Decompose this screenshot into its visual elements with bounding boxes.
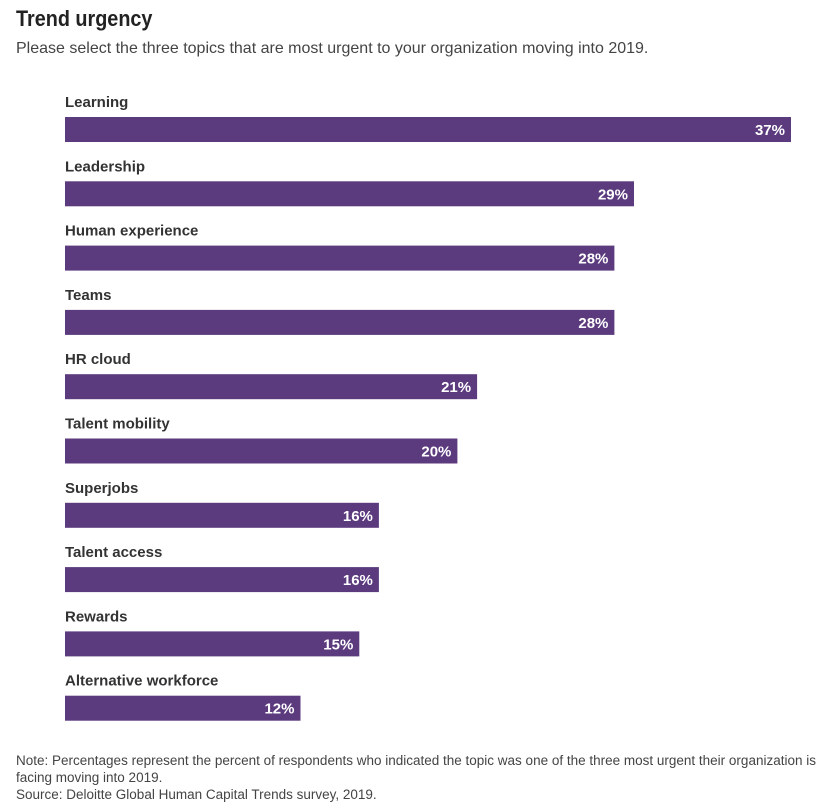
- chart-subtitle: Please select the three topics that are …: [16, 40, 649, 57]
- category-label: Alternative workforce: [65, 673, 218, 690]
- category-label: Talent mobility: [65, 416, 170, 433]
- bar: [65, 374, 478, 400]
- footnote-note: Note: Percentages represent the percent …: [16, 753, 816, 785]
- bar: [65, 631, 360, 657]
- bar: [65, 245, 615, 271]
- chart-title: Trend urgency: [16, 6, 153, 31]
- category-label: Learning: [65, 94, 128, 111]
- value-label: 16%: [343, 572, 373, 589]
- chart-footnote: Note: Percentages represent the percent …: [16, 752, 816, 803]
- bar-chart: Learning 37% Leadership 29% Human experience…: [65, 94, 791, 721]
- footnote-source: Source: Deloitte Global Human Capital Tr…: [16, 787, 377, 802]
- value-label: 12%: [264, 701, 294, 718]
- category-label: HR cloud: [65, 351, 131, 368]
- category-label: Superjobs: [65, 480, 138, 497]
- bar: [65, 695, 301, 721]
- category-label: Rewards: [65, 608, 128, 625]
- value-label: 28%: [578, 251, 608, 268]
- value-label: 16%: [343, 508, 373, 525]
- category-label: Teams: [65, 287, 111, 304]
- bar: [65, 567, 379, 593]
- bar: [65, 117, 791, 142]
- bar: [65, 309, 615, 335]
- value-label: 29%: [598, 186, 628, 203]
- value-label: 37%: [755, 122, 785, 139]
- value-label: 15%: [323, 636, 353, 653]
- bar: [65, 502, 379, 528]
- category-label: Human experience: [65, 223, 198, 240]
- value-label: 28%: [578, 315, 608, 332]
- value-label: 20%: [421, 444, 451, 461]
- category-label: Leadership: [65, 158, 145, 175]
- value-label: 21%: [441, 379, 471, 396]
- category-label: Talent access: [65, 544, 162, 561]
- bar: [65, 438, 458, 464]
- bar: [65, 181, 634, 207]
